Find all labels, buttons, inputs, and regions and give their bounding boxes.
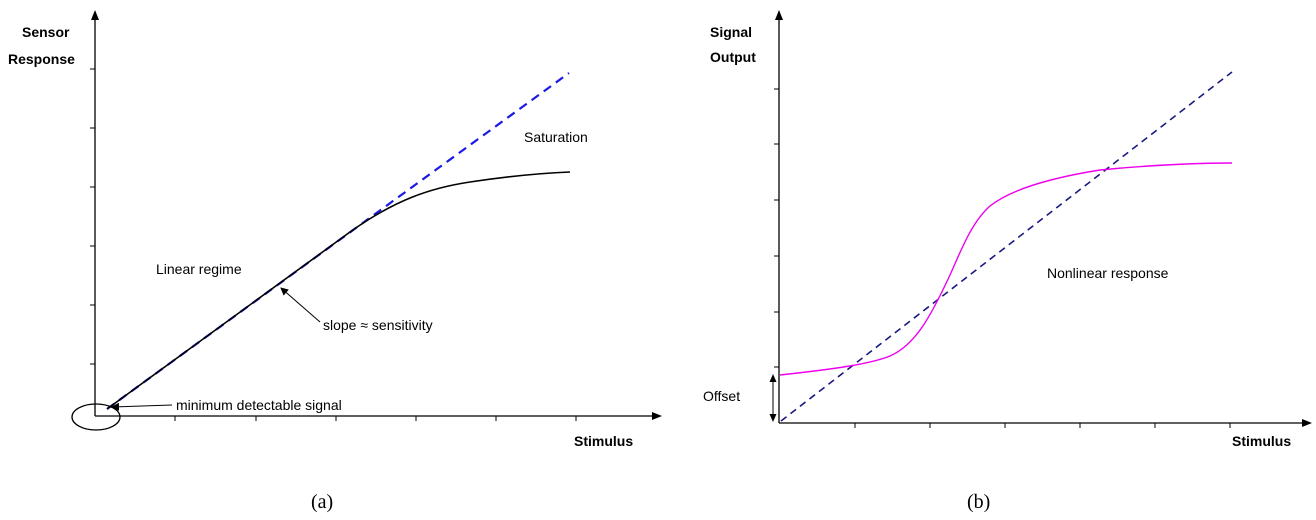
panel-b-y-axis-label-line1: Signal [710, 24, 752, 40]
panel-a-minimum-arrow-icon [111, 402, 173, 411]
panel-a-slope-label: slope ≈ sensitivity [323, 317, 433, 333]
panel-b-offset-label: Offset [703, 388, 740, 404]
panel-b-nonlinear-label: Nonlinear response [1047, 265, 1169, 281]
panel-a-minimum-signal-ellipse [71, 403, 121, 431]
panel-b-offset-arrow-up-icon [769, 374, 777, 382]
panel-a-y-axis-label-line1: Sensor [22, 24, 70, 40]
panel-a-minimum-label: minimum detectable signal [176, 397, 342, 413]
panel-a-linear-regime-label: Linear regime [156, 261, 242, 277]
panel-b: Signal Output Stimulus Nonlinear respons… [703, 10, 1312, 513]
panel-a-y-ticks [90, 68, 95, 365]
panel-a-x-axis-arrow-icon [652, 412, 662, 420]
panel-b-response-curve [779, 162, 1233, 376]
panel-a-y-axis-label-line2: Response [8, 51, 75, 67]
panel-b-x-axis-arrow-icon [1302, 419, 1312, 427]
panel-a-saturation-label: Saturation [524, 129, 588, 145]
panel-a-x-ticks [174, 416, 577, 421]
panel-b-caption: (b) [967, 491, 990, 513]
panel-a: Sensor Response Stimulus Saturation Line… [8, 10, 662, 513]
panel-a-slope-arrow-icon [280, 287, 321, 323]
panel-a-caption: (a) [311, 491, 333, 513]
panel-b-ideal-linear-line [780, 71, 1233, 422]
panel-b-x-ticks [854, 423, 1231, 428]
panel-a-y-axis-arrow-icon [91, 10, 99, 20]
panel-b-x-axis-label: Stimulus [1232, 433, 1291, 449]
panel-b-y-axis-arrow-icon [775, 10, 783, 20]
panel-b-y-axis-label-line2: Output [710, 49, 756, 65]
panel-a-response-curve [106, 171, 571, 410]
panel-b-offset-arrow-down-icon [769, 414, 777, 422]
panel-b-y-ticks [774, 88, 779, 368]
panel-a-x-axis-label: Stimulus [574, 433, 633, 449]
